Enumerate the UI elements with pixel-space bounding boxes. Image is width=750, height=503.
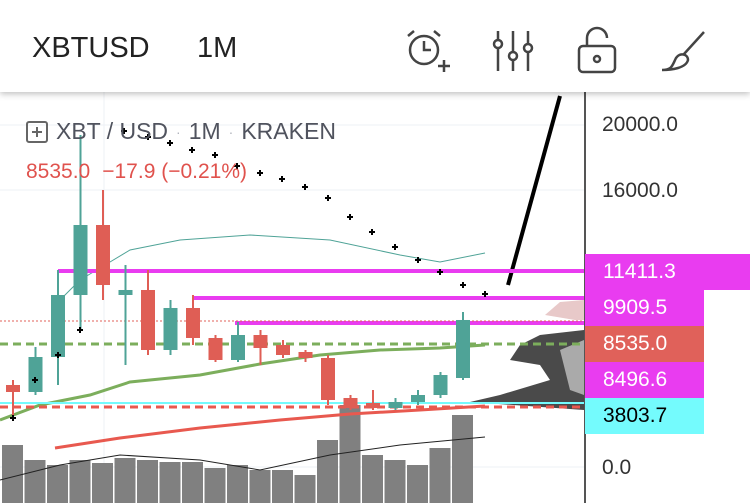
volume-bar: [339, 405, 361, 503]
sar-dot: [57, 352, 59, 358]
volume-bar: [114, 458, 136, 503]
legend-interval: 1M: [188, 118, 221, 144]
volume-bar: [69, 460, 91, 503]
volume-bar: [2, 445, 23, 503]
volume-bar: [182, 462, 203, 503]
price-tag-9909: 9909.5: [585, 290, 704, 326]
sar-dot: [371, 229, 373, 235]
price-chart[interactable]: [0, 92, 750, 503]
candle[interactable]: [73, 225, 88, 295]
toolbar: XBTUSD 1M: [0, 0, 750, 92]
bollinger-lower: [0, 436, 486, 481]
candle[interactable]: [456, 319, 470, 379]
candle[interactable]: [6, 385, 20, 392]
timeframe-button[interactable]: 1M: [197, 32, 238, 64]
candle[interactable]: [231, 335, 245, 360]
candle[interactable]: [411, 395, 425, 402]
price-tag-8496: 8496.6: [585, 362, 704, 398]
candle[interactable]: [186, 307, 200, 338]
sar-dot: [123, 128, 125, 134]
symbol-button[interactable]: XBTUSD: [32, 32, 150, 64]
axis-tick: 20000.0: [602, 113, 678, 136]
unlock-icon[interactable]: [573, 26, 623, 76]
alarm-add-icon[interactable]: [402, 26, 452, 76]
candle[interactable]: [321, 357, 335, 400]
sar-dot: [12, 415, 14, 421]
last-price: 8535.0: [26, 160, 91, 183]
volume-bar: [362, 455, 383, 503]
candle[interactable]: [208, 337, 223, 360]
volume-bar: [452, 415, 473, 503]
volume-bar: [92, 463, 113, 503]
candle[interactable]: [433, 375, 448, 395]
volume-bar: [249, 470, 271, 503]
volume-bar: [429, 448, 451, 503]
candle[interactable]: [388, 401, 403, 408]
chart-legend: XBT / USD · 1M · KRAKEN: [26, 118, 336, 145]
candle[interactable]: [118, 289, 133, 295]
volume-profile: [470, 300, 584, 410]
sar-dot: [169, 140, 171, 146]
sar-dot: [462, 282, 464, 288]
moving-average-red: [54, 404, 486, 450]
volume-bar: [137, 460, 158, 503]
moving-average-green: [0, 343, 486, 422]
sar-dot: [79, 327, 81, 333]
legend-symbol: XBT / USD: [56, 118, 169, 144]
volume-bar: [407, 465, 428, 503]
volume-bar: [227, 465, 248, 503]
sar-dot: [214, 152, 216, 158]
candle[interactable]: [141, 289, 155, 350]
sar-dot: [327, 195, 329, 201]
sar-dot: [394, 244, 396, 250]
volume-bar: [384, 460, 406, 503]
axis-tick: 16000.0: [602, 179, 678, 202]
sar-dot: [34, 377, 36, 383]
price-change: −17.9 (−0.21%): [102, 160, 247, 183]
sar-dot: [439, 269, 441, 275]
drawing-brush-icon[interactable]: [658, 26, 708, 76]
sar-dot: [281, 176, 283, 182]
price-tag-3803: 3803.7: [585, 398, 704, 434]
sar-dot: [484, 291, 486, 297]
volume-bar: [159, 462, 181, 503]
sar-dot: [236, 163, 238, 169]
volume-bar: [47, 465, 68, 503]
volume-bar: [317, 440, 338, 503]
trend-line[interactable]: [506, 95, 562, 286]
volume-bar: [24, 460, 46, 503]
volume-bar: [272, 470, 293, 503]
price-tag-last: 8535.0: [585, 326, 704, 362]
candle[interactable]: [366, 403, 380, 408]
legend-exchange: KRAKEN: [241, 118, 336, 144]
sar-dot: [259, 170, 261, 176]
sar-dot: [304, 184, 306, 190]
candle[interactable]: [28, 357, 43, 392]
candle[interactable]: [343, 397, 358, 408]
sar-dot: [417, 257, 419, 263]
candle[interactable]: [253, 335, 268, 348]
price-tag-11411: 11411.3: [585, 254, 750, 290]
sar-dot: [147, 134, 149, 140]
axis-tick: 0.0: [602, 456, 632, 479]
sar-dot: [191, 147, 193, 153]
parabolic-sar: [10, 128, 488, 421]
candle[interactable]: [51, 295, 65, 357]
candle[interactable]: [276, 345, 290, 355]
candle[interactable]: [163, 307, 178, 350]
indicators-icon[interactable]: [488, 26, 538, 76]
price-lines[interactable]: [0, 269, 584, 409]
expand-icon[interactable]: [26, 120, 48, 143]
legend-values: 8535.0 −17.9 (−0.21%): [26, 160, 247, 184]
volume-bar: [204, 468, 226, 503]
candle[interactable]: [96, 225, 110, 285]
candle[interactable]: [298, 351, 313, 358]
volume-bar: [294, 475, 316, 503]
sar-dot: [349, 214, 351, 220]
